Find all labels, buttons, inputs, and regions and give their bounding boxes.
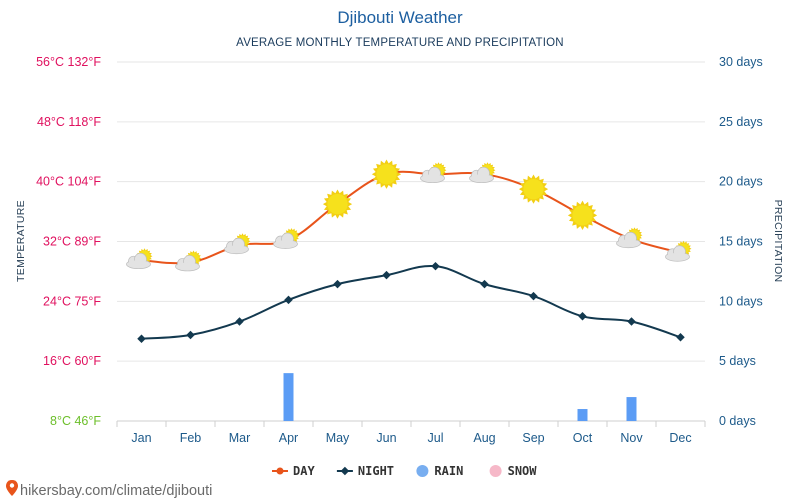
x-tick-label: Oct bbox=[573, 431, 593, 445]
rain-legend-icon bbox=[416, 465, 429, 477]
axis-ticks: 56°C 132°F 48°C 118°F 40°C 104°F 32°C 89°F 2… bbox=[36, 55, 763, 445]
partly-cloudy-icon bbox=[175, 250, 202, 272]
right-tick-label: 25 days bbox=[719, 115, 763, 129]
night-point bbox=[382, 270, 391, 280]
x-tick-label: Dec bbox=[669, 431, 691, 445]
x-tick-label: Jul bbox=[428, 431, 444, 445]
left-axis-title: TEMPERATURE bbox=[15, 200, 27, 282]
x-tick-label: Feb bbox=[180, 431, 202, 445]
x-tick-label: Sep bbox=[522, 431, 544, 445]
legend-label: DAY bbox=[293, 464, 315, 478]
night-point bbox=[627, 317, 636, 326]
x-tick-label: Mar bbox=[229, 431, 251, 445]
legend-label: NIGHT bbox=[358, 464, 394, 478]
partly-cloudy-icon bbox=[273, 228, 300, 249]
right-tick-label: 5 days bbox=[719, 354, 756, 368]
left-tick-label: 56°C 132°F bbox=[36, 55, 101, 69]
night-point bbox=[480, 279, 489, 289]
legend-item-day[interactable]: DAY bbox=[272, 464, 315, 478]
right-tick-label: 30 days bbox=[719, 55, 763, 69]
night-point bbox=[333, 279, 342, 289]
x-tick-label: Jan bbox=[131, 431, 151, 445]
rain-bars bbox=[283, 373, 637, 421]
night-legend-icon bbox=[336, 466, 353, 476]
partly-cloudy-icon bbox=[616, 227, 643, 249]
temperature-lines bbox=[137, 170, 685, 343]
rain-bar bbox=[626, 397, 637, 421]
night-point bbox=[578, 312, 587, 321]
legend: DAY NIGHT RAIN SNOW bbox=[272, 464, 537, 478]
right-tick-label: 20 days bbox=[719, 175, 763, 189]
partly-cloudy-icon bbox=[224, 233, 251, 255]
source-link[interactable]: hikersbay.com/climate/djibouti bbox=[20, 483, 212, 499]
day-legend-icon bbox=[272, 467, 288, 475]
x-tick-label: Jun bbox=[376, 431, 396, 445]
partly-cloudy-icon bbox=[126, 248, 153, 270]
partly-cloudy-icon bbox=[420, 162, 447, 184]
sun-icon bbox=[518, 174, 549, 204]
night-point bbox=[284, 295, 293, 305]
x-tick-label: Aug bbox=[473, 431, 495, 445]
rain-bar bbox=[577, 409, 588, 421]
night-line bbox=[141, 264, 681, 340]
location-pin-icon bbox=[6, 480, 18, 496]
sun-icon bbox=[371, 159, 402, 189]
right-axis-title: PRECIPITATION bbox=[772, 200, 784, 283]
right-tick-label: 15 days bbox=[719, 235, 763, 249]
day-line bbox=[141, 170, 681, 265]
source-attribution[interactable]: hikersbay.com/climate/djibouti bbox=[6, 480, 212, 499]
legend-item-snow[interactable]: SNOW bbox=[489, 464, 538, 478]
night-point bbox=[137, 334, 146, 343]
legend-label: SNOW bbox=[508, 464, 538, 478]
rain-bar bbox=[283, 373, 294, 421]
night-point bbox=[431, 261, 440, 271]
night-point bbox=[676, 332, 685, 342]
sun-icon bbox=[322, 189, 353, 219]
left-tick-label: 16°C 60°F bbox=[43, 354, 101, 368]
right-tick-label: 0 days bbox=[719, 414, 756, 428]
legend-item-night[interactable]: NIGHT bbox=[336, 464, 394, 478]
chart-subtitle: AVERAGE MONTHLY TEMPERATURE AND PRECIPIT… bbox=[236, 37, 564, 49]
weather-icons bbox=[126, 159, 692, 272]
chart-title: Djibouti Weather bbox=[337, 8, 463, 27]
x-tick-label: Apr bbox=[279, 431, 298, 445]
x-tick-label: May bbox=[326, 431, 350, 445]
night-point bbox=[529, 291, 538, 301]
night-point bbox=[235, 317, 244, 326]
left-tick-label: 40°C 104°F bbox=[36, 175, 101, 189]
right-tick-label: 10 days bbox=[719, 294, 763, 308]
sun-icon bbox=[567, 200, 598, 230]
partly-cloudy-icon bbox=[469, 162, 496, 184]
left-tick-label: 8°C 46°F bbox=[50, 414, 101, 428]
partly-cloudy-icon bbox=[665, 240, 692, 262]
night-point bbox=[186, 330, 195, 340]
left-tick-label: 24°C 75°F bbox=[43, 294, 101, 308]
legend-item-rain[interactable]: RAIN bbox=[416, 464, 463, 478]
grid-lines bbox=[116, 61, 706, 427]
x-tick-label: Nov bbox=[620, 431, 643, 445]
left-tick-label: 32°C 89°F bbox=[43, 235, 101, 249]
legend-label: RAIN bbox=[434, 464, 463, 478]
left-tick-label: 48°C 118°F bbox=[37, 115, 101, 129]
snow-legend-icon bbox=[489, 465, 502, 477]
